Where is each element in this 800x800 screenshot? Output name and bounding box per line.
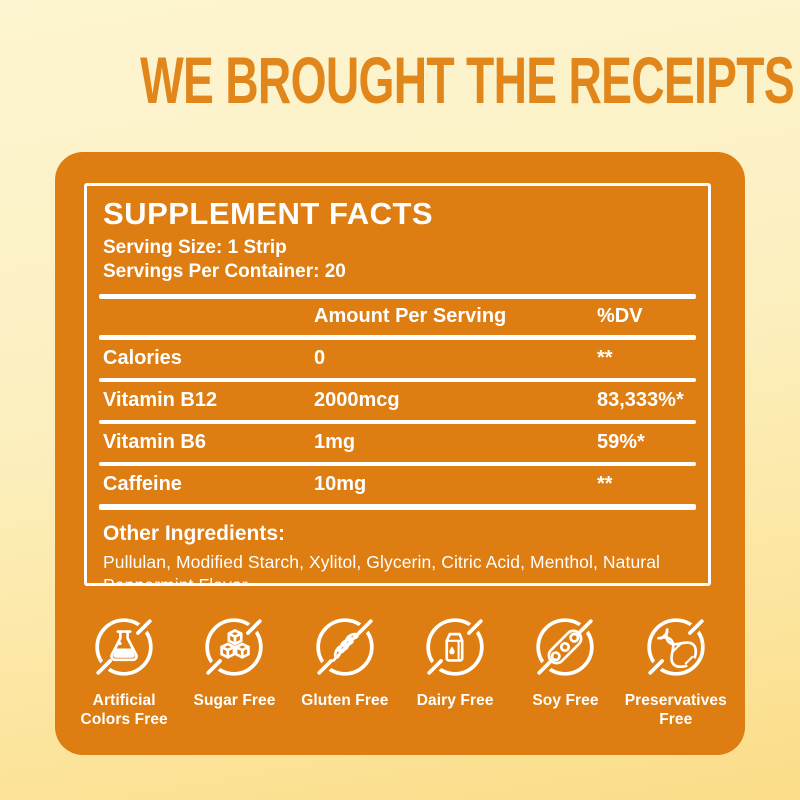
serving-size: Serving Size: 1 Strip: [103, 237, 287, 259]
table-row: Vitamin B12 2000mcg 83,333%*: [103, 382, 692, 420]
sugar-cubes-icon: [202, 615, 266, 679]
badge-gluten-free: Gluten Free: [290, 614, 400, 730]
badge-label: Sugar Free: [193, 692, 276, 709]
column-dv-header: %DV: [597, 304, 643, 327]
row-name: Vitamin B6: [103, 430, 206, 453]
badge-artificial-colors-free: Artificial Colors Free: [69, 614, 179, 730]
badge-label: Gluten Free: [301, 692, 389, 709]
separator: [99, 419, 696, 424]
soy-pod-icon: [533, 615, 597, 679]
badge-sugar-free: Sugar Free: [179, 614, 289, 730]
other-ingredients-label: Other Ingredients:: [103, 521, 286, 545]
separator: [99, 461, 696, 466]
separator: [99, 334, 696, 340]
separator: [99, 503, 696, 510]
badge-soy-free: Soy Free: [510, 614, 620, 730]
supplement-panel: SUPPLEMENT FACTS Serving Size: 1 Strip S…: [55, 152, 745, 755]
facts-title: SUPPLEMENT FACTS: [103, 196, 434, 231]
row-amount: 0: [314, 346, 326, 369]
flask-icon: [92, 615, 156, 679]
row-name: Vitamin B12: [103, 388, 218, 411]
row-amount: 10mg: [314, 472, 367, 495]
row-dv: 59%*: [597, 430, 645, 453]
table-row: Caffeine 10mg **: [103, 466, 692, 504]
row-dv: **: [597, 472, 613, 495]
headline: WE BROUGHT THE RECEIPTS: [0, 42, 800, 118]
headline-text: WE BROUGHT THE RECEIPTS: [140, 43, 795, 117]
badge-label: Artificial Colors Free: [80, 692, 168, 729]
badge-label: Dairy Free: [416, 692, 494, 709]
dna-icon: [644, 615, 708, 679]
table-header-row: Amount Per Serving %DV: [103, 299, 692, 335]
badge-label: Preservatives Free: [624, 692, 727, 729]
row-name: Calories: [103, 346, 182, 369]
facts-box: SUPPLEMENT FACTS Serving Size: 1 Strip S…: [84, 183, 711, 586]
badge-label: Soy Free: [532, 692, 599, 709]
badges-row: Artificial Colors Free Sugar Free: [55, 614, 745, 730]
badge-preservatives-free: Preservatives Free: [621, 614, 731, 730]
row-name: Caffeine: [103, 472, 182, 495]
row-amount: 1mg: [314, 430, 356, 453]
table-row: Calories 0 **: [103, 340, 692, 378]
row-dv: **: [597, 346, 613, 369]
wheat-icon: [313, 615, 377, 679]
other-ingredients-text: Pullulan, Modified Starch, Xylitol, Glyc…: [103, 551, 661, 586]
column-amount-header: Amount Per Serving: [314, 304, 507, 327]
separator: [99, 293, 696, 299]
row-dv: 83,333%*: [597, 388, 684, 411]
servings-per-container: Servings Per Container: 20: [103, 261, 346, 283]
badge-dairy-free: Dairy Free: [400, 614, 510, 730]
row-amount: 2000mcg: [314, 388, 400, 411]
table-row: Vitamin B6 1mg 59%*: [103, 424, 692, 462]
separator: [99, 377, 696, 382]
milk-carton-icon: [423, 615, 487, 679]
